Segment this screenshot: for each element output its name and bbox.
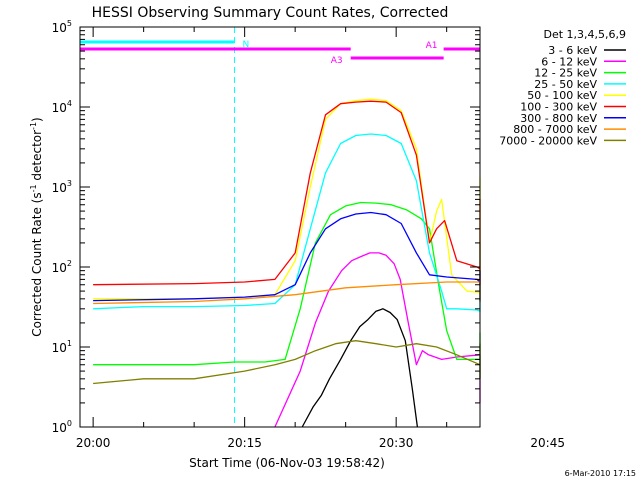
flag-label: N [243, 40, 250, 50]
chart-title: HESSI Observing Summary Count Rates, Cor… [92, 5, 449, 21]
legend-label: 100 - 300 keV [520, 101, 597, 114]
flag-label: A3 [331, 56, 343, 66]
legend-label: 7000 - 20000 keV [499, 134, 597, 147]
legend-title: Det 1,3,4,5,6,9 [543, 28, 626, 41]
series-line [93, 100, 481, 286]
observing-flags: N A1 A3 [80, 40, 480, 66]
series-line [93, 211, 481, 302]
y-tick-label: 105 [52, 19, 72, 35]
x-tick-label: 20:30 [379, 436, 414, 450]
footer-date: 6-Mar-2010 17:15 [565, 469, 636, 478]
x-tick-label: 20:00 [76, 436, 111, 450]
legend-label: 6 - 12 keV [541, 55, 597, 68]
time-markers [234, 27, 481, 427]
y-tick-label: 104 [52, 99, 72, 115]
y-axis-label: Corrected Count Rate (s-1 detector-1) [29, 117, 44, 336]
y-axis-ticks: 100 101 102 103 104 105 [52, 19, 480, 435]
flag-label: A1 [426, 41, 438, 51]
y-tick-label: 101 [52, 339, 72, 355]
legend-label: 800 - 7000 keV [513, 123, 597, 136]
series-line [93, 98, 481, 300]
series-line [301, 308, 419, 428]
legend-label: 3 - 6 keV [548, 44, 597, 57]
x-tick-label: 20:15 [227, 436, 262, 450]
y-tick-label: 100 [52, 419, 72, 435]
legend-label: 25 - 50 keV [534, 78, 597, 91]
data-series [93, 98, 481, 428]
legend-label: 12 - 25 keV [534, 67, 597, 80]
series-line [274, 252, 481, 428]
x-tick-label: 20:45 [530, 436, 565, 450]
plot-frame [79, 26, 481, 428]
legend-label: 50 - 100 keV [527, 89, 597, 102]
y-tick-label: 102 [52, 259, 72, 275]
series-line [93, 340, 481, 385]
x-axis-label: Start Time (06-Nov-03 19:58:42) [189, 456, 385, 470]
legend-label: 300 - 800 keV [520, 112, 597, 125]
y-tick-label: 103 [52, 179, 72, 195]
